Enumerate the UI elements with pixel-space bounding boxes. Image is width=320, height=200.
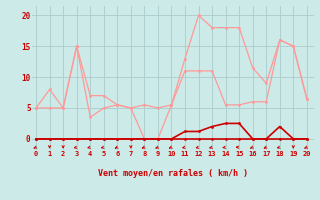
- X-axis label: Vent moyen/en rafales ( km/h ): Vent moyen/en rafales ( km/h ): [98, 168, 248, 178]
